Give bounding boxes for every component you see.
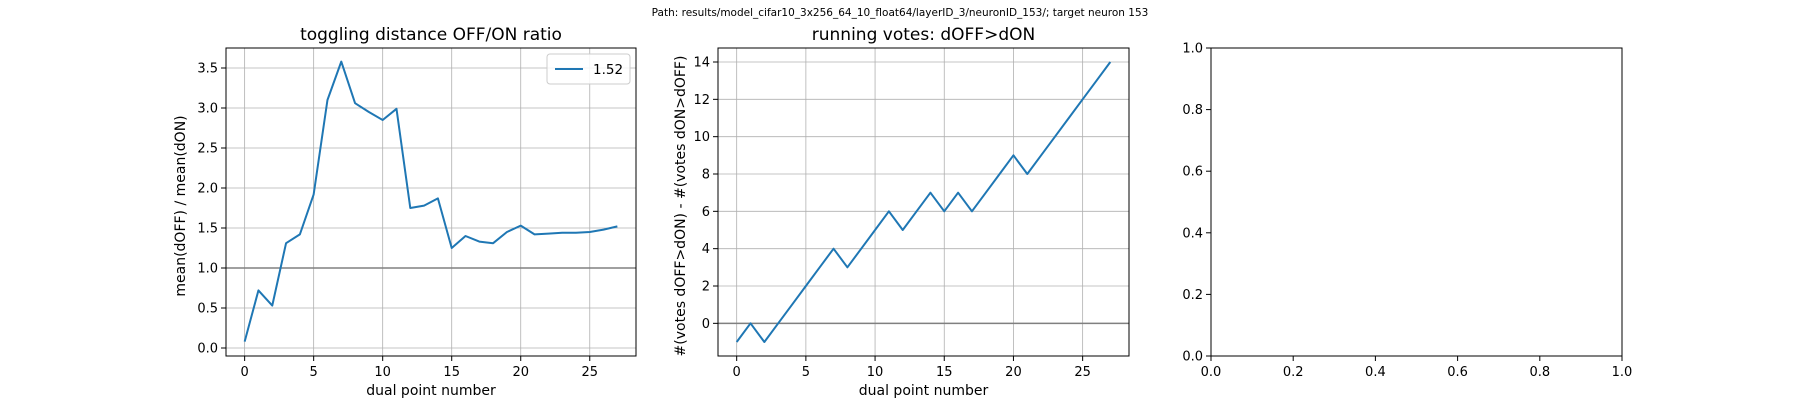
y-tick-label: 12 bbox=[693, 93, 710, 108]
y-tick-label: 0.0 bbox=[1182, 350, 1203, 365]
y-tick-label: 3.0 bbox=[197, 102, 218, 117]
y-tick-label: 0 bbox=[702, 317, 710, 332]
x-tick-label: 1.0 bbox=[1612, 365, 1633, 380]
y-tick-label: 0.6 bbox=[1182, 165, 1203, 180]
y-tick-label: 1.0 bbox=[1182, 42, 1203, 57]
x-tick-label: 25 bbox=[581, 365, 598, 380]
x-tick-label: 5 bbox=[802, 365, 810, 380]
series-line bbox=[735, 61, 1112, 343]
x-tick-label: 5 bbox=[310, 365, 318, 380]
x-tick-label: 0 bbox=[733, 365, 741, 380]
x-tick-label: 10 bbox=[374, 365, 391, 380]
y-tick-label: 1.0 bbox=[197, 262, 218, 277]
y-tick-label: 2.5 bbox=[197, 142, 218, 157]
y-tick-label: 0.4 bbox=[1182, 226, 1203, 241]
y-tick-label: 0.0 bbox=[197, 342, 218, 357]
figure-suptitle: Path: results/model_cifar10_3x256_64_10_… bbox=[652, 7, 1149, 19]
plot-frame bbox=[1210, 47, 1623, 357]
y-tick-label: 1.5 bbox=[197, 222, 218, 237]
y-tick-label: 10 bbox=[693, 130, 710, 145]
y-tick-label: 0.2 bbox=[1182, 288, 1203, 303]
y-tick-label: 2.0 bbox=[197, 182, 218, 197]
legend-entry: 1.52 bbox=[593, 62, 623, 78]
x-tick-label: 25 bbox=[1074, 365, 1091, 380]
panel-toggling-ratio: toggling distance OFF/ON ratio dual poin… bbox=[173, 25, 637, 399]
plot-frame bbox=[225, 47, 637, 357]
x-tick-label: 0.6 bbox=[1447, 365, 1468, 380]
y-tick-label: 4 bbox=[702, 242, 710, 257]
x-tick-label: 20 bbox=[1005, 365, 1022, 380]
legend-frame bbox=[546, 53, 631, 85]
y-tick-label: 14 bbox=[693, 56, 710, 71]
x-axis-label: dual point number bbox=[366, 383, 496, 399]
y-tick-label: 8 bbox=[702, 168, 710, 183]
legend: 1.52 bbox=[546, 53, 631, 85]
y-axis-label: mean(dOFF) / mean(dON) bbox=[173, 115, 189, 296]
y-tick-label: 3.5 bbox=[197, 62, 218, 77]
y-tick-label: 2 bbox=[702, 280, 710, 295]
panel-empty: 0.0 0.2 0.4 0.6 0.8 1.0 0.0 0.2 0.4 0.6 0.8 1.0 bbox=[1182, 42, 1632, 381]
panel-running-votes: running votes: dOFF>dON dual point numbe… bbox=[673, 25, 1130, 399]
x-axis-label: dual point number bbox=[859, 383, 989, 399]
x-tick-label: 0.0 bbox=[1201, 365, 1222, 380]
panel-title: toggling distance OFF/ON ratio bbox=[300, 25, 562, 45]
x-tick-label: 0.8 bbox=[1529, 365, 1550, 380]
x-tick-label: 0.2 bbox=[1283, 365, 1304, 380]
y-axis-label: #(votes dOFF>dON) - #(votes dON>dOFF) bbox=[673, 56, 689, 357]
series-line bbox=[243, 60, 618, 342]
y-tick-label: 0.8 bbox=[1182, 103, 1203, 118]
x-tick-label: 15 bbox=[443, 365, 460, 380]
x-tick-label: 10 bbox=[867, 365, 884, 380]
y-tick-label: 0.5 bbox=[197, 302, 218, 317]
x-tick-label: 20 bbox=[512, 365, 529, 380]
x-tick-label: 0 bbox=[240, 365, 248, 380]
x-tick-label: 0.4 bbox=[1365, 365, 1386, 380]
x-tick-label: 15 bbox=[936, 365, 953, 380]
y-tick-label: 6 bbox=[702, 205, 710, 220]
panel-title: running votes: dOFF>dON bbox=[812, 25, 1035, 45]
plot-frame bbox=[717, 47, 1130, 357]
